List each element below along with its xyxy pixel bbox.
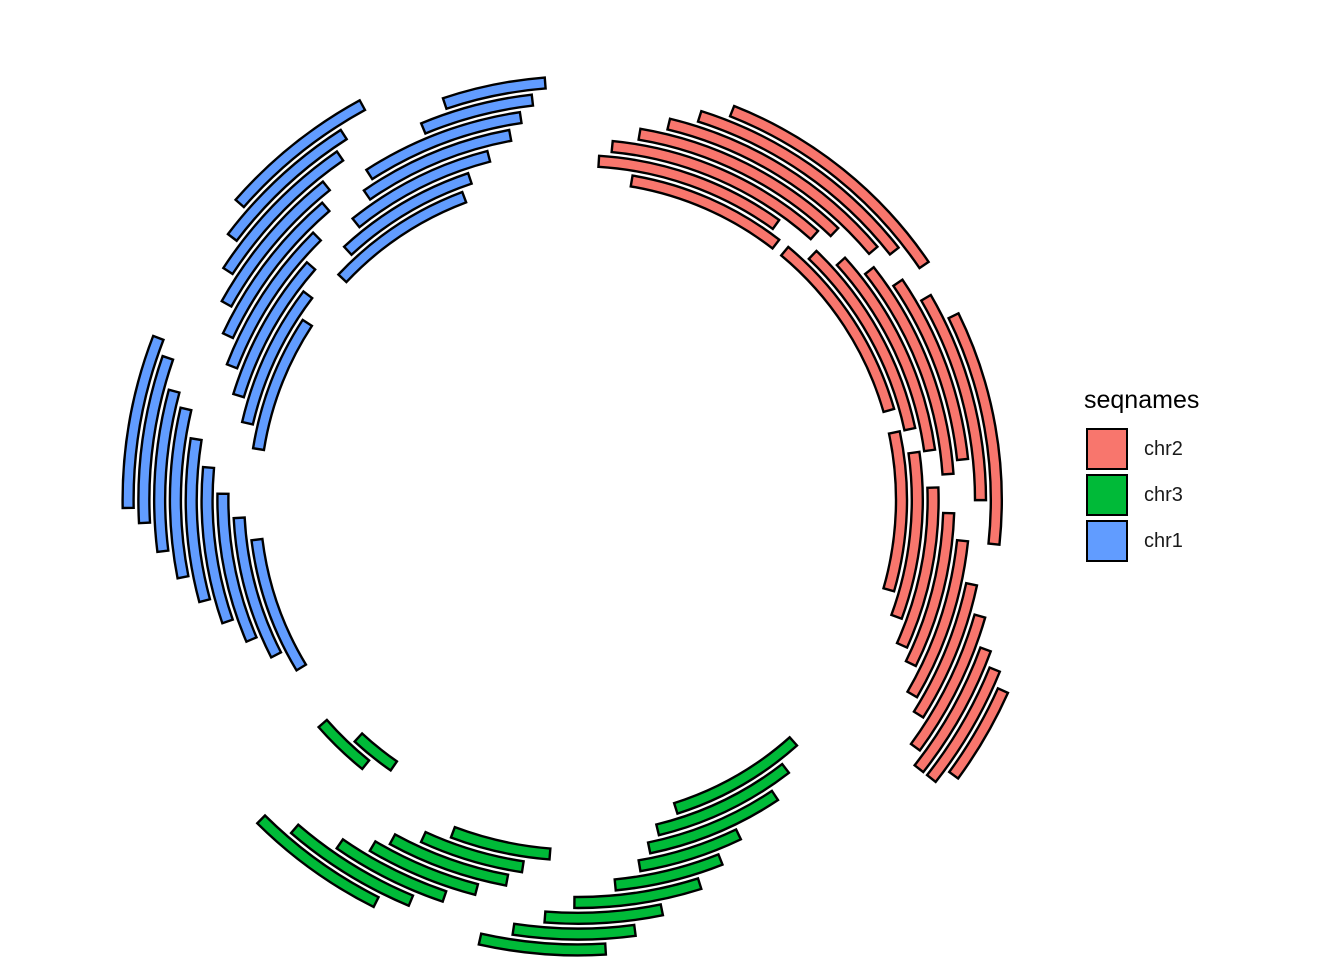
range-arc-chr2-16 (895, 486, 940, 650)
legend-item-chr2: chr2 (1084, 426, 1284, 472)
range-arc-chr1-12 (225, 230, 323, 370)
range-arc-chr2-17 (904, 511, 956, 668)
range-arc-chr3-7 (511, 922, 637, 941)
legend-label-chr1: chr1 (1144, 529, 1183, 552)
legend-item-chr3: chr3 (1084, 472, 1284, 518)
range-arc-chr2-7 (779, 245, 896, 414)
legend-key-chr1 (1086, 520, 1128, 562)
range-arc-chr2-1 (597, 154, 781, 231)
legend-title: seqnames (1084, 386, 1200, 414)
legend: seqnames chr2 chr3 chr1 (1084, 382, 1284, 564)
range-arc-chr1-21 (362, 128, 513, 202)
range-arc-chr2-18 (905, 538, 970, 699)
range-arc-chr3-17 (316, 718, 371, 771)
range-arc-chr2-14 (882, 429, 909, 593)
range-arc-chr1-23 (419, 93, 535, 136)
range-arc-chr2-2 (610, 139, 820, 241)
range-arc-chr2-22 (925, 665, 1002, 784)
range-arc-chr2-4 (666, 117, 880, 256)
range-arc-chr3-6 (543, 903, 665, 925)
range-arc-chr1-9 (251, 318, 314, 452)
range-arc-chr2-3 (637, 127, 840, 238)
range-arc-chr3-12 (368, 839, 480, 897)
range-arc-chr3-11 (388, 832, 510, 887)
range-arc-chr2-13 (946, 311, 1003, 547)
range-arc-chr2-11 (891, 277, 970, 462)
range-arc-chr2-8 (807, 249, 917, 432)
range-arc-chr1-17 (233, 98, 367, 209)
range-arc-chr1-24 (441, 76, 547, 111)
range-arc-chr1-2 (216, 492, 259, 644)
range-arc-chr1-15 (221, 149, 345, 276)
range-arc-chr2-12 (919, 293, 988, 502)
legend-label-chr3: chr3 (1144, 483, 1183, 506)
range-arc-chr1-3 (200, 465, 235, 625)
range-arc-chr2-0 (629, 174, 781, 251)
range-arc-chr2-20 (909, 613, 987, 753)
range-arc-chr2-19 (912, 581, 979, 720)
range-arc-chr3-10 (419, 830, 525, 874)
range-arc-chr1-16 (226, 128, 349, 243)
legend-key-chr3 (1086, 474, 1128, 516)
range-arc-chr2-23 (947, 686, 1010, 781)
legend-key-chr2 (1086, 428, 1128, 470)
range-arc-chr1-0 (250, 537, 308, 672)
range-arc-chr3-5 (573, 876, 703, 910)
range-arc-chr1-20 (350, 149, 492, 229)
legend-label-chr2: chr2 (1144, 437, 1183, 460)
range-arc-chr2-15 (889, 450, 924, 621)
range-arc-chr2-6 (728, 104, 931, 270)
range-arc-chr1-10 (240, 289, 314, 426)
legend-item-chr1: chr1 (1084, 518, 1284, 564)
range-arc-chr3-14 (289, 823, 415, 908)
range-arc-chr3-3 (637, 827, 743, 873)
range-arc-chr1-14 (220, 179, 332, 309)
range-arc-chr1-5 (168, 406, 193, 580)
range-arc-chr1-11 (231, 260, 317, 399)
range-arc-chr1-13 (221, 201, 332, 340)
range-arc-chr1-18 (336, 190, 468, 284)
range-arc-chr3-16 (352, 731, 399, 773)
range-arc-chr3-0 (672, 735, 799, 816)
range-arc-chr1-19 (342, 171, 474, 257)
range-arcs (121, 76, 1010, 957)
range-arc-chr2-21 (912, 646, 993, 774)
range-arc-chr3-1 (654, 762, 791, 837)
range-arc-chr3-2 (646, 789, 780, 855)
range-arc-chr3-9 (449, 825, 552, 861)
range-arc-chr2-10 (863, 265, 955, 476)
range-arc-chr1-22 (364, 110, 523, 181)
range-arc-chr1-8 (121, 334, 166, 510)
range-arc-chr3-15 (255, 813, 381, 909)
range-arc-chr1-7 (137, 354, 175, 525)
range-arc-chr1-6 (153, 388, 181, 554)
range-arc-chr3-4 (613, 852, 725, 892)
range-arc-chr3-8 (477, 932, 608, 957)
range-arc-chr2-9 (835, 255, 937, 453)
range-arc-chr2-5 (696, 109, 901, 257)
range-arc-chr3-13 (335, 837, 448, 904)
range-arc-chr1-4 (184, 436, 212, 604)
range-arc-chr1-1 (232, 516, 283, 660)
